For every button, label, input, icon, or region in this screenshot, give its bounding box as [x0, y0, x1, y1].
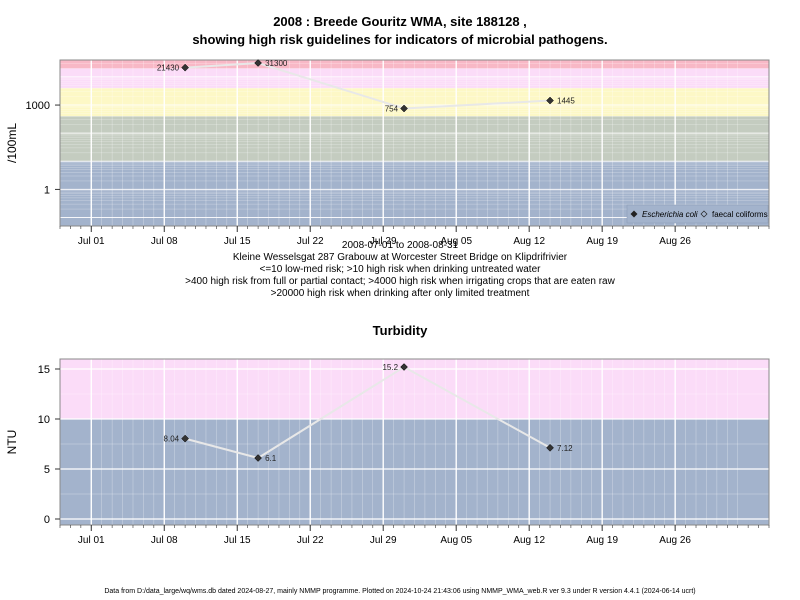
series-line — [184, 365, 551, 460]
x-tick-label: Jul 29 — [370, 236, 397, 247]
x-tick-label: Jul 15 — [224, 236, 251, 247]
data-label: 15.2 — [382, 363, 398, 372]
legend: Escherichia coli faecal coliforms — [626, 204, 769, 224]
legend-entry: Escherichia coli — [642, 210, 698, 219]
data-point — [546, 96, 554, 105]
data-point — [181, 63, 189, 72]
series-line — [185, 61, 551, 110]
data-point — [181, 434, 189, 443]
y-tick-label: 0 — [44, 514, 50, 526]
x-tick-label: Aug 12 — [513, 236, 545, 247]
y-tick-label: 1000 — [26, 100, 50, 112]
y-tick-label: 15 — [38, 364, 50, 376]
data-label: 1445 — [557, 97, 575, 106]
x-tick-label: Jul 01 — [78, 236, 105, 247]
x-tick-label: Aug 05 — [440, 236, 472, 247]
y-axis-title: /100mL — [5, 123, 19, 163]
x-tick-label: Jul 22 — [297, 535, 324, 546]
x-tick-label: Jul 08 — [151, 535, 178, 546]
footer-note: Data from D:/data_large/wq/wms.db dated … — [104, 588, 696, 595]
x-tick-label: Aug 19 — [586, 236, 618, 247]
x-tick-label: Jul 01 — [78, 535, 105, 546]
data-point — [254, 59, 262, 67]
x-tick-label: Aug 19 — [586, 535, 618, 546]
y-axis-title: NTU — [5, 430, 19, 455]
gridlines — [60, 60, 769, 226]
panel-0: Jul 01 Jul 08 Jul 15 Jul 22 Jul 29 Aug 05 Aug … — [5, 59, 770, 247]
x-tick-label: Jul 08 — [151, 236, 178, 247]
chart-title-line-1: 2008 : Breede Gouritz WMA, site 188128 , — [273, 14, 527, 29]
data-label: 7.12 — [557, 444, 573, 453]
legend-marker — [630, 210, 638, 218]
x-tick-label: Aug 05 — [440, 535, 472, 546]
caption-date-range: 2008-07-01 to 2008-08-31 — [341, 240, 459, 251]
legend-marker — [700, 210, 708, 218]
caption-risk-3: >20000 high risk when drinking after onl… — [270, 288, 530, 299]
x-tick-label: Jul 22 — [297, 236, 324, 247]
data-point — [546, 443, 554, 452]
caption-risk-1: <=10 low-med risk; >10 high risk when dr… — [259, 264, 541, 275]
y-tick-label: 1 — [44, 184, 50, 196]
data-point — [400, 104, 408, 113]
gridlines — [60, 359, 769, 525]
x-tick-label: Jul 29 — [370, 535, 397, 546]
x-tick-label: Aug 26 — [659, 535, 691, 546]
x-tick-label: Jul 15 — [224, 535, 251, 546]
turbidity-title: Turbidity — [372, 323, 428, 338]
y-tick-label: 10 — [38, 414, 50, 426]
legend-entry: faecal coliforms — [712, 210, 768, 219]
data-point — [400, 363, 408, 371]
y-tick-label: 5 — [44, 464, 50, 476]
caption-risk-2: >400 high risk from full or partial cont… — [185, 276, 615, 287]
x-tick-label: Aug 12 — [513, 535, 545, 546]
caption-site: Kleine Wesselsgat 287 Grabouw at Worcest… — [232, 252, 568, 263]
data-label: 754 — [385, 104, 399, 113]
data-label: 8.04 — [164, 435, 180, 444]
legend-box — [626, 204, 769, 224]
panel-1: Jul 01 Jul 08 Jul 15 Jul 22 Jul 29 Aug 05 Aug … — [5, 358, 770, 546]
data-label: 21430 — [157, 64, 180, 73]
x-tick-label: Aug 26 — [659, 236, 691, 247]
data-label: 31300 — [265, 59, 288, 68]
data-point — [254, 454, 262, 462]
data-label: 6.1 — [265, 454, 277, 463]
chart-title-line-2: showing high risk guidelines for indicat… — [192, 32, 608, 47]
